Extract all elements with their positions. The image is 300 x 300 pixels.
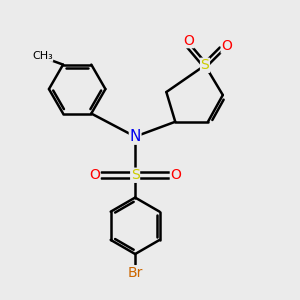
Text: S: S <box>201 58 209 72</box>
Text: O: O <box>89 168 100 182</box>
Text: S: S <box>131 168 140 182</box>
Text: N: N <box>130 129 141 144</box>
Text: Br: Br <box>128 266 143 280</box>
Text: O: O <box>183 34 194 48</box>
Text: O: O <box>221 39 232 53</box>
Text: O: O <box>170 168 181 182</box>
Text: CH₃: CH₃ <box>32 51 52 61</box>
